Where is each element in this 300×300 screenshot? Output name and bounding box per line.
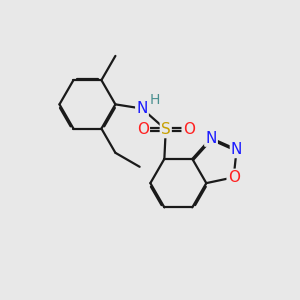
Text: N: N — [136, 101, 148, 116]
Text: H: H — [150, 93, 160, 107]
Text: O: O — [137, 122, 149, 137]
Text: O: O — [228, 170, 240, 185]
Text: O: O — [183, 122, 195, 137]
Text: N: N — [231, 142, 242, 157]
Text: N: N — [206, 130, 217, 146]
Text: S: S — [161, 122, 171, 137]
